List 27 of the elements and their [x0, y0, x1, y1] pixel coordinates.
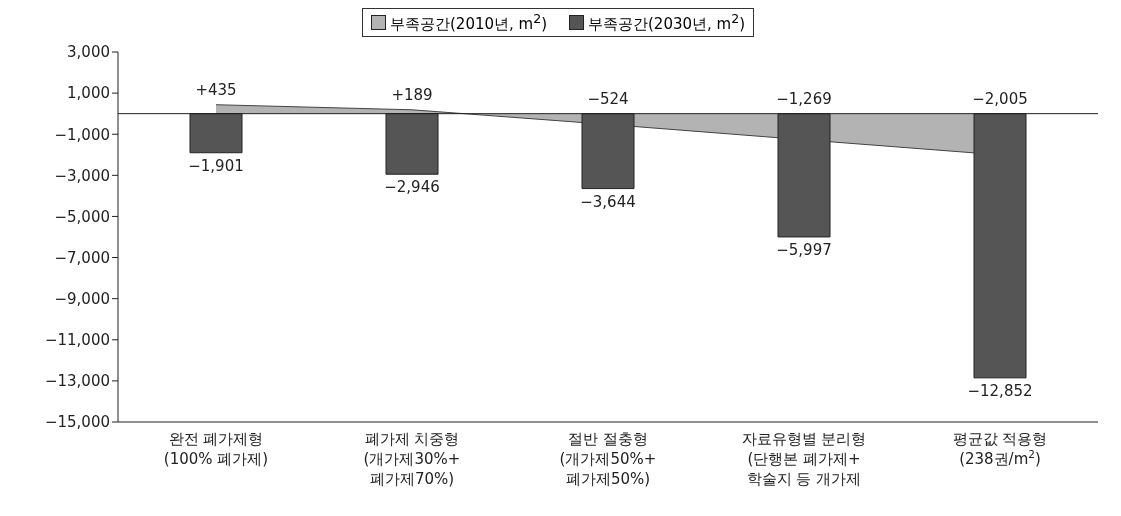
data-label: −3,644: [580, 192, 636, 211]
y-tick-label: 3,000: [67, 43, 110, 62]
data-label: −12,852: [967, 381, 1033, 400]
x-tick-label: 완전 폐가제형 (100% 폐가제): [163, 430, 269, 468]
data-label: +435: [195, 80, 237, 99]
x-tick-label: 폐가제 치중형 (개가제30%+ 폐가제70%): [363, 430, 461, 488]
legend-label: 부족공간(2030년, m$^{2}$): [588, 11, 745, 34]
y-tick-label: −9,000: [54, 289, 110, 308]
y-tick-label: −1,000: [54, 125, 110, 144]
x-tick-label: 자료유형별 분리형 (단행본 폐가제+ 학술지 등 개가제: [741, 430, 867, 488]
y-tick-label: −13,000: [44, 372, 110, 391]
y-tick-label: −11,000: [44, 331, 110, 350]
data-label: −2,005: [972, 89, 1028, 108]
x-tick-label: 평균값 적용형 (238권/m$^{2}$): [952, 430, 1048, 468]
data-label: −2,946: [384, 178, 440, 197]
data-label: +189: [391, 85, 433, 104]
y-tick-label: −15,000: [44, 413, 110, 432]
y-tick-label: −7,000: [54, 248, 110, 267]
data-label: −5,997: [776, 240, 832, 259]
data-label: −1,901: [188, 156, 244, 175]
y-tick-label: −5,000: [54, 207, 110, 226]
legend-label: 부족공간(2010년, m$^{2}$): [390, 11, 547, 34]
y-tick-label: 1,000: [67, 84, 110, 103]
data-label: −524: [587, 89, 629, 108]
y-tick-label: −3,000: [54, 166, 110, 185]
x-tick-label: 절반 절충형 (개가제50%+ 폐가제50%): [559, 430, 657, 488]
data-label: −1,269: [776, 89, 832, 108]
